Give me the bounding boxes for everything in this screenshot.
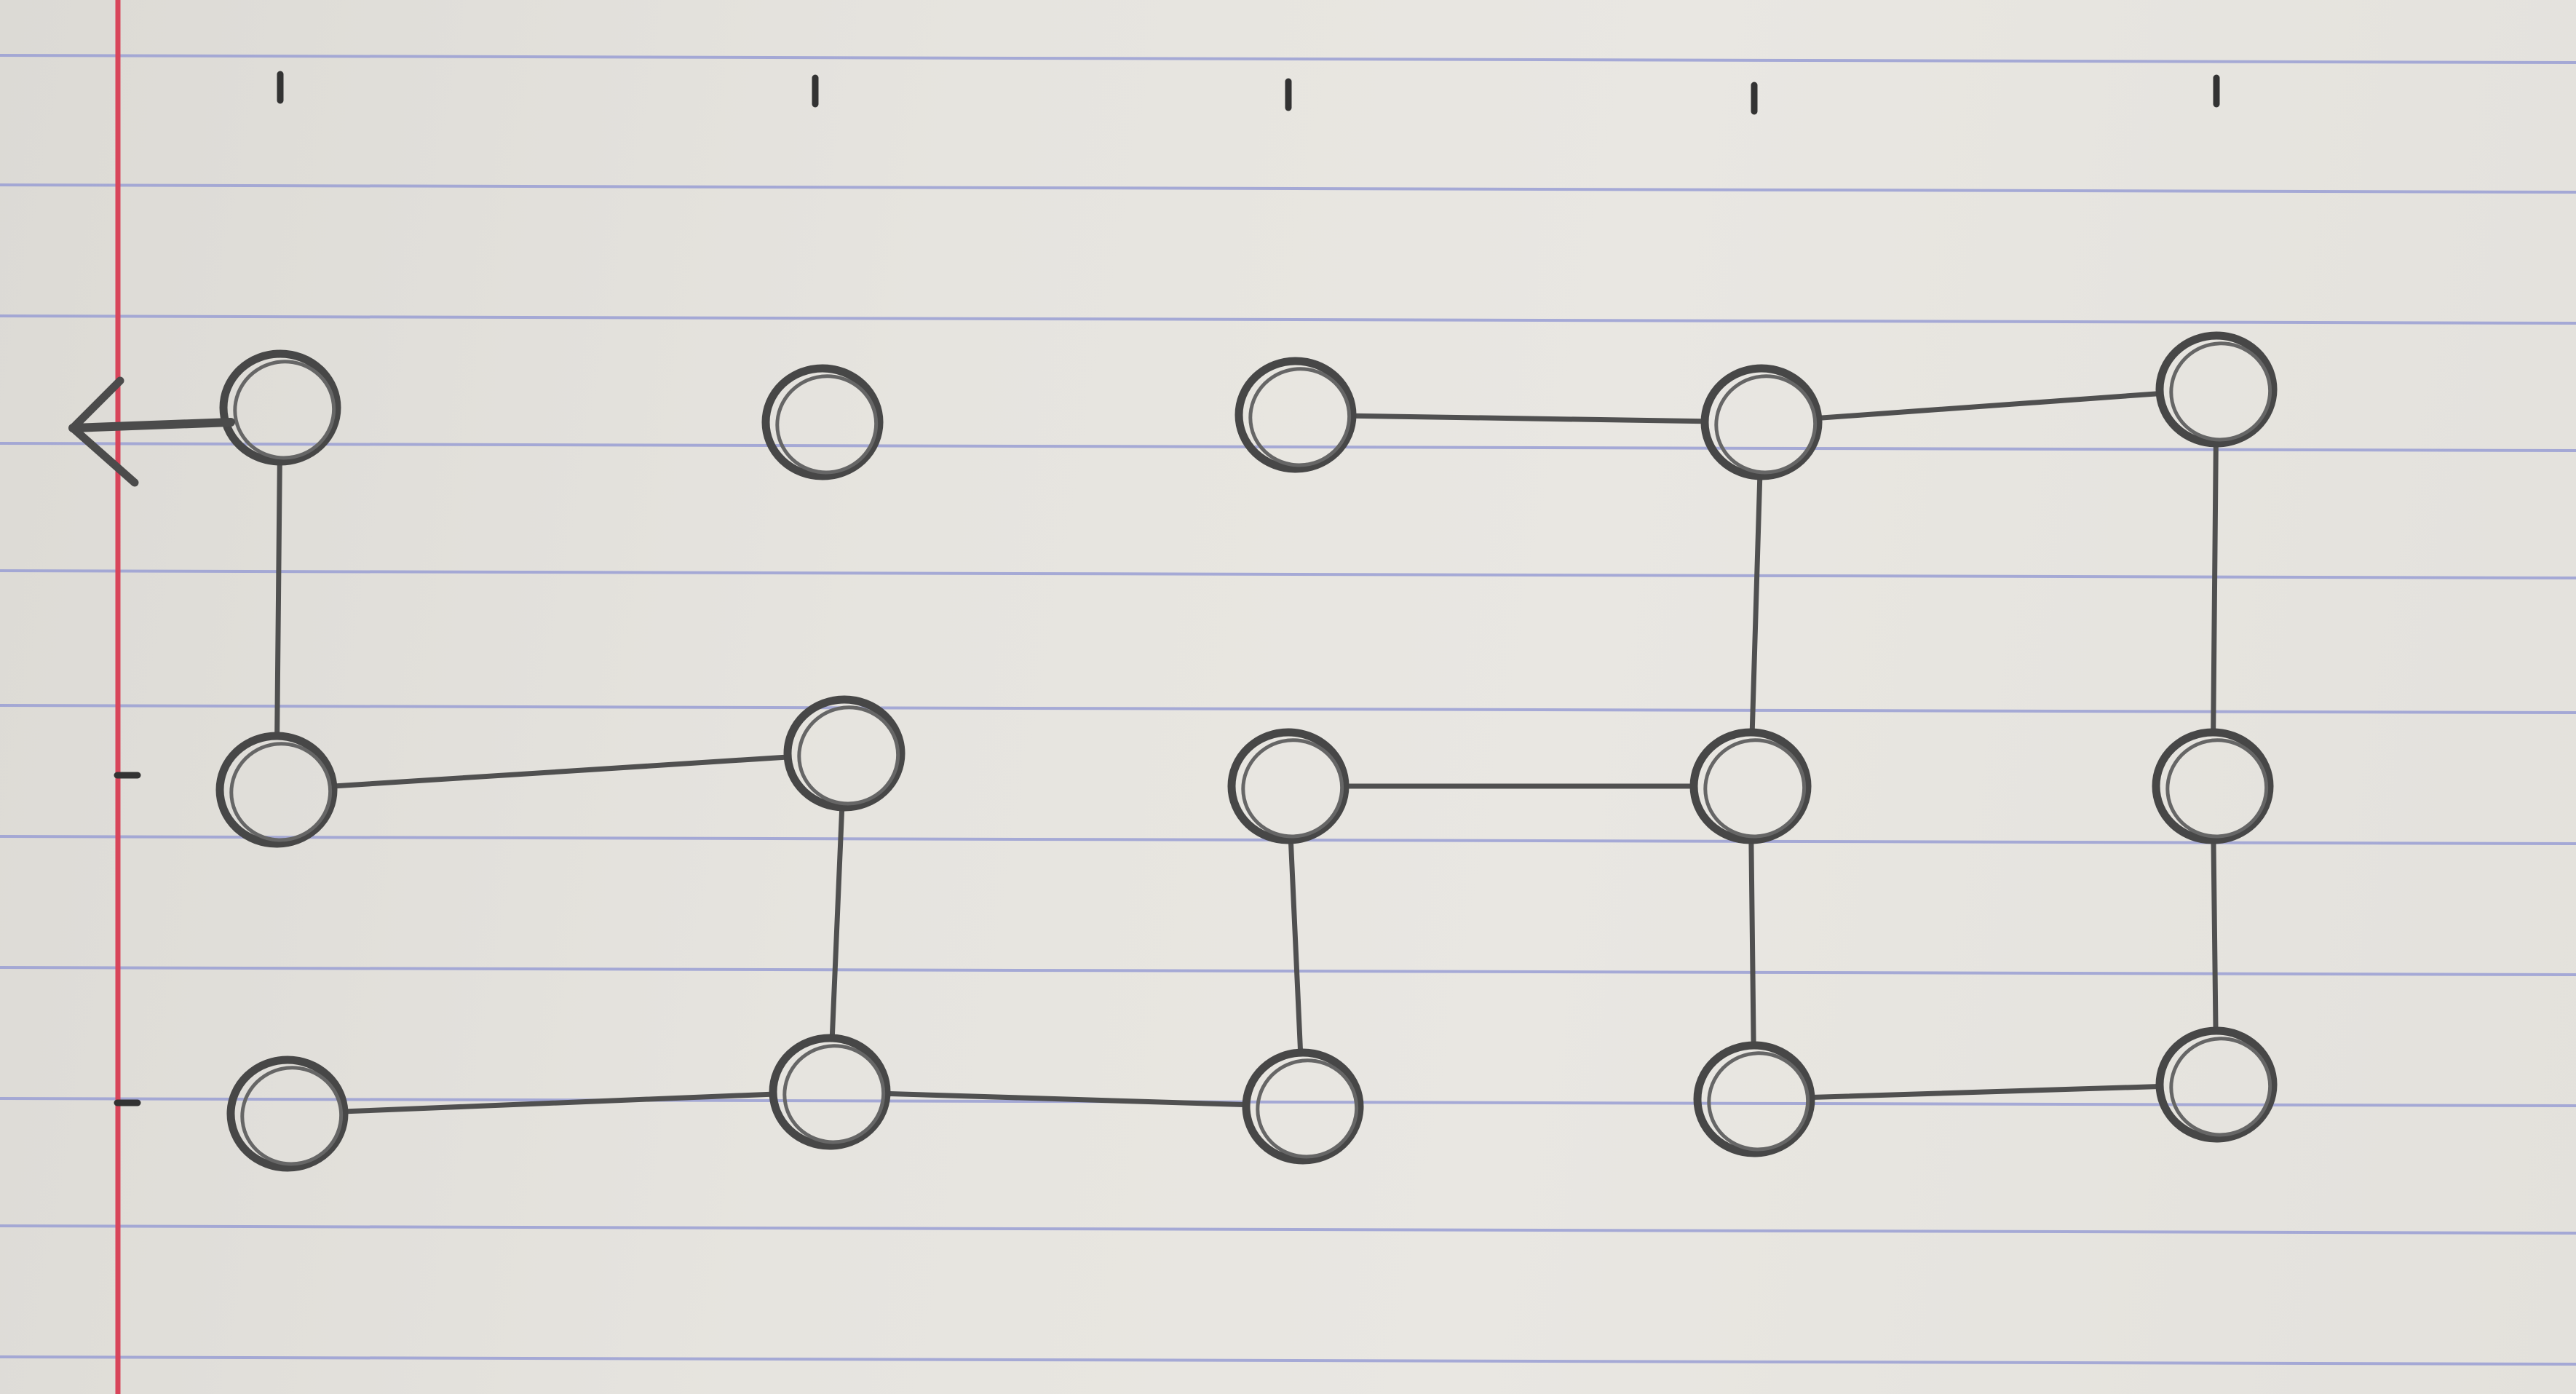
node-r3c5-outer [2155, 1026, 2278, 1143]
pencil-ticks [114, 71, 2220, 1106]
arrow-head [68, 376, 139, 487]
ruled-line-2 [0, 183, 2576, 194]
edge-r2c5-r3c5 [2211, 840, 2219, 1031]
node-r1c3-inner [1248, 367, 1352, 467]
node-r2c4-inner [1703, 738, 1807, 839]
node-r2c5-outer [2152, 728, 2274, 844]
node-r1c3-outer [1235, 357, 1357, 473]
graph-edges [274, 391, 2219, 1114]
node-r1c2-outer [761, 364, 884, 480]
node-r2c1 [215, 732, 338, 848]
node-r1c3 [1235, 357, 1357, 473]
edge-r3c3-r2c3 [1288, 840, 1303, 1053]
edge-r2c4-r1c4 [1749, 476, 1763, 732]
node-r3c1-inner [240, 1066, 344, 1166]
edge-r3c5-r3c4 [1808, 1084, 2163, 1100]
node-r3c5-inner [2169, 1037, 2272, 1137]
ruled-line-3 [0, 314, 2576, 325]
ruled-line-10 [0, 1224, 2576, 1235]
graph-nodes [215, 331, 2278, 1172]
node-r3c2-inner [782, 1044, 886, 1144]
arrow-shaft [68, 418, 235, 432]
node-r2c4 [1689, 728, 1812, 844]
node-r1c4 [1700, 364, 1823, 480]
node-r3c4 [1693, 1041, 1815, 1157]
exit-arrow-icon [68, 376, 235, 487]
node-r2c2 [783, 695, 905, 812]
edge-r1c4-r1c5 [1815, 391, 2163, 421]
ruled-line-6 [0, 704, 2576, 714]
node-r3c1 [226, 1056, 349, 1172]
node-r2c5-inner [2165, 738, 2269, 839]
edge-r3c4-r2c4 [1748, 840, 1756, 1045]
ruled-line-1 [0, 54, 2576, 64]
edge-r2c2-r3c2 [829, 807, 845, 1038]
edge-r1c3-r1c4 [1350, 413, 1708, 424]
node-r1c1-inner [233, 360, 336, 460]
node-r1c5 [2155, 331, 2278, 448]
node-r1c5-inner [2169, 341, 2272, 442]
node-r2c3-inner [1241, 738, 1344, 839]
node-r3c4-inner [1707, 1051, 1810, 1152]
node-r1c2-inner [775, 374, 879, 475]
node-r3c2 [769, 1034, 891, 1150]
ruled-line-8 [0, 966, 2576, 976]
edge-r3c1-r3c2 [341, 1091, 776, 1114]
node-r2c3 [1227, 728, 1350, 844]
node-r2c1-outer [215, 732, 338, 848]
ruled-line-5 [0, 569, 2576, 579]
node-r2c3-outer [1227, 728, 1350, 844]
node-r1c4-outer [1700, 364, 1823, 480]
node-r3c5 [2155, 1026, 2278, 1143]
ruled-line-9 [0, 1097, 2576, 1107]
node-r1c1 [219, 349, 341, 466]
node-r1c2 [761, 364, 884, 480]
node-r3c3 [1242, 1048, 1364, 1165]
node-r3c3-inner [1256, 1058, 1359, 1159]
node-r2c2-outer [783, 695, 905, 812]
ruled-line-11 [0, 1355, 2576, 1366]
node-r2c5 [2152, 728, 2274, 844]
node-r3c2-outer [769, 1034, 891, 1150]
ruled-line-4 [0, 442, 2576, 452]
node-r1c1-outer [219, 349, 341, 466]
node-r2c1-inner [229, 742, 333, 842]
node-r3c4-outer [1693, 1041, 1815, 1157]
edge-r2c1-r2c2 [330, 754, 790, 789]
edge-r3c2-r3c3 [884, 1090, 1249, 1108]
node-r2c4-outer [1689, 728, 1812, 844]
ruled-lines [0, 54, 2576, 1366]
node-r1c5-outer [2155, 331, 2278, 448]
edge-r1c1-r2c1 [274, 462, 282, 736]
node-r3c3-outer [1242, 1048, 1364, 1165]
node-r1c4-inner [1714, 374, 1818, 475]
node-r3c1-outer [226, 1056, 349, 1172]
node-r2c2-inner [797, 705, 900, 806]
edge-r1c5-r2c5 [2211, 443, 2219, 732]
